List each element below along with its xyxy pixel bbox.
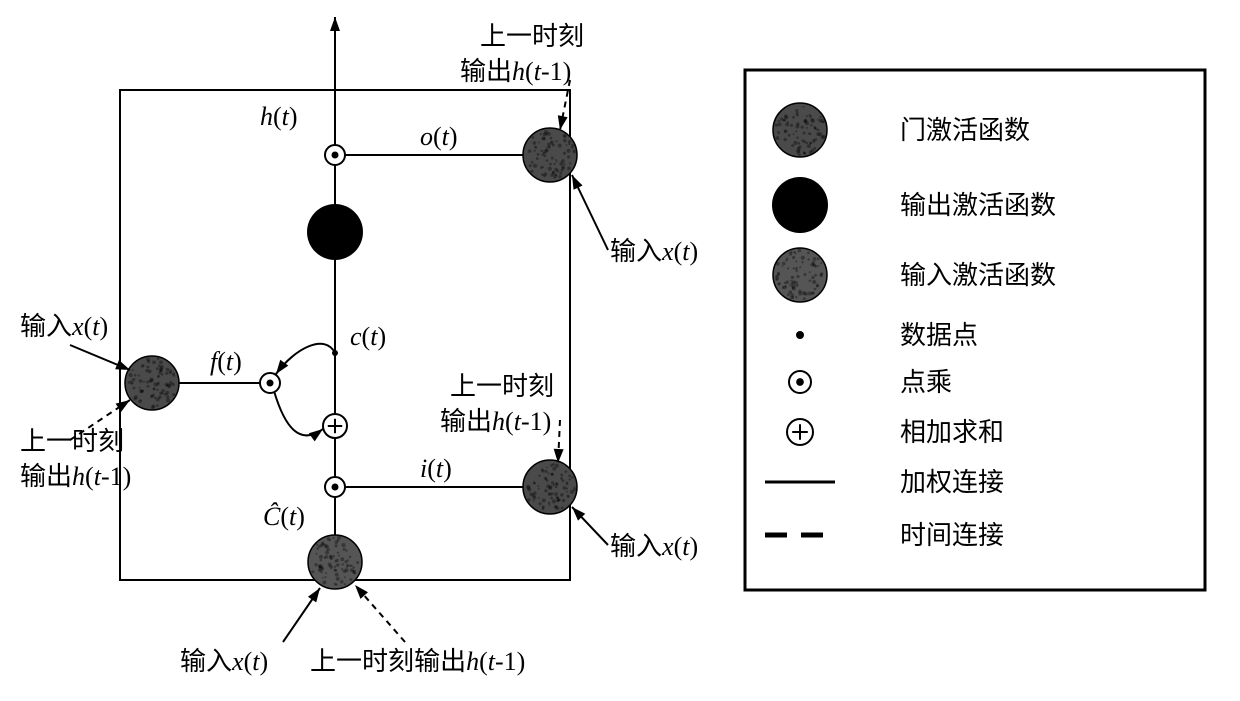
legend-gate-icon	[773, 103, 827, 157]
recurrent-upper	[276, 344, 335, 374]
anno-arrow	[572, 507, 608, 545]
hadamard-icon	[325, 145, 345, 165]
label-c-t: c(t)	[350, 322, 386, 351]
anno-arrow-dashed	[355, 585, 405, 642]
label-f-t: f(t)	[210, 347, 242, 376]
plus-icon	[323, 414, 347, 438]
legend-text: 门激活函数	[900, 116, 1030, 145]
label-bh: 上一时刻输出h(t-1)	[310, 647, 525, 676]
anno-arrow	[283, 588, 320, 642]
label-o-t: o(t)	[420, 122, 458, 151]
hadamard-icon	[789, 371, 811, 393]
gate-f	[125, 356, 179, 410]
anno-arrow	[572, 175, 608, 250]
cell-box	[120, 90, 570, 580]
label-tr2: 输出h(t-1)	[460, 57, 571, 86]
label-chat-t: Ĉ(t)	[263, 502, 305, 531]
gate-i	[523, 460, 577, 514]
gate-o	[523, 128, 577, 182]
label-i-t: i(t)	[420, 454, 452, 483]
plus-icon	[787, 419, 813, 445]
hadamard-icon	[260, 373, 280, 393]
legend-row	[796, 331, 804, 339]
legend-text: 数据点	[900, 321, 978, 350]
label-l2: 输出h(t-1)	[20, 462, 131, 491]
hadamard-icon	[325, 477, 345, 497]
legend-input-act-icon	[773, 248, 827, 302]
anno-arrow-dashed	[558, 80, 570, 130]
output-activation	[307, 204, 363, 260]
label-tr1: 上一时刻	[480, 22, 584, 51]
label-mr2: 输出h(t-1)	[440, 407, 551, 436]
legend-text: 输入激活函数	[900, 261, 1056, 290]
input-activation-c	[308, 535, 362, 589]
legend-text: 点乘	[900, 368, 952, 397]
label-xo: 输入x(t)	[610, 237, 698, 266]
label-xf: 输入x(t)	[20, 312, 108, 341]
legend-text: 相加求和	[900, 418, 1004, 447]
c-point	[332, 350, 338, 356]
label-mr1: 上一时刻	[450, 372, 554, 401]
label-xi: 输入x(t)	[610, 532, 698, 561]
legend-text: 时间连接	[900, 521, 1004, 550]
legend-row	[772, 177, 828, 233]
anno-arrow-dashed	[554, 420, 564, 463]
legend-text: 加权连接	[900, 468, 1004, 497]
legend-text: 输出激活函数	[900, 191, 1056, 220]
recurrent-lower	[274, 391, 323, 441]
label-bx: 输入x(t)	[180, 647, 268, 676]
label-l1: 上一时刻	[20, 427, 124, 456]
label-h-t: h(t)	[260, 102, 298, 131]
